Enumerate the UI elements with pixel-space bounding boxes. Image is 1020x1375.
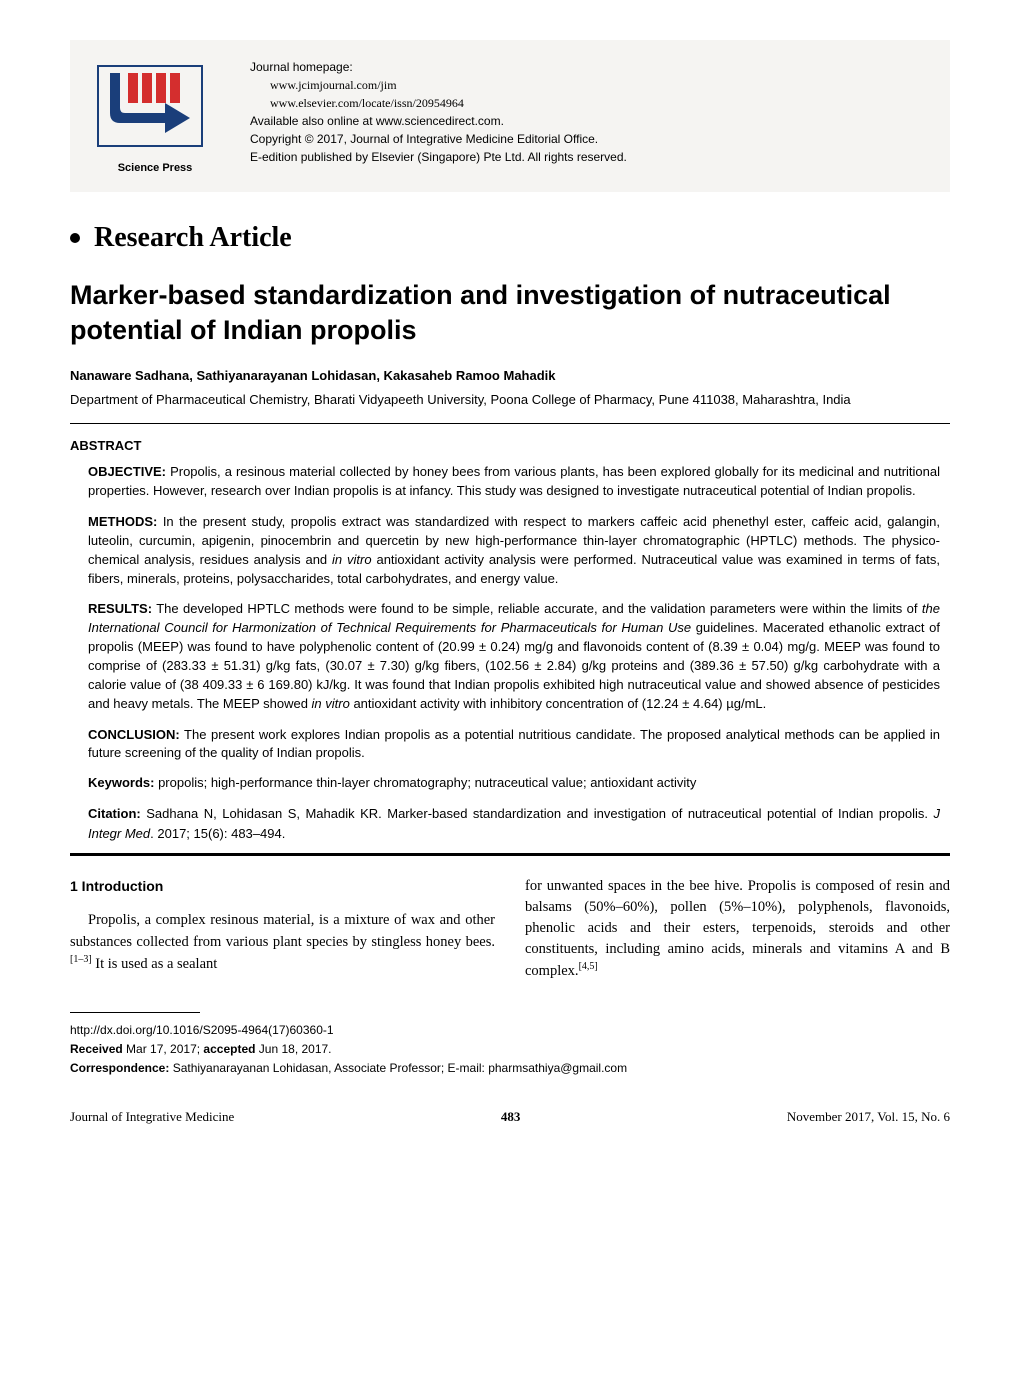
logo-text: Science Press bbox=[90, 162, 220, 174]
methods-italic: in vitro bbox=[332, 552, 372, 567]
intro-heading: 1 Introduction bbox=[70, 876, 495, 896]
edition-text: E-edition published by Elsevier (Singapo… bbox=[250, 148, 930, 166]
intro-para-2: for unwanted spaces in the bee hive. Pro… bbox=[525, 876, 950, 982]
issue-info: November 2017, Vol. 15, No. 6 bbox=[787, 1109, 950, 1125]
science-press-logo bbox=[90, 58, 210, 153]
logo-container: Science Press bbox=[90, 58, 220, 174]
objective-label: OBJECTIVE: bbox=[88, 464, 166, 479]
accepted-text: Jun 18, 2017. bbox=[255, 1042, 331, 1056]
page-footer: Journal of Integrative Medicine 483 Nove… bbox=[70, 1109, 950, 1125]
conclusion-label: CONCLUSION: bbox=[88, 727, 180, 742]
divider-bottom bbox=[70, 853, 950, 856]
citation-text-2: . 2017; 15(6): 483–494. bbox=[150, 826, 285, 841]
accepted-label: accepted bbox=[203, 1042, 255, 1056]
keywords-text: propolis; high-performance thin-layer ch… bbox=[154, 775, 696, 790]
intro-text-2: It is used as a sealant bbox=[92, 955, 218, 971]
citation: Citation: Sadhana N, Lohidasan S, Mahadi… bbox=[88, 804, 940, 843]
received-label: Received bbox=[70, 1042, 123, 1056]
intro-col-right: for unwanted spaces in the bee hive. Pro… bbox=[525, 876, 950, 982]
abstract-conclusion: CONCLUSION: The present work explores In… bbox=[88, 726, 940, 764]
authors: Nanaware Sadhana, Sathiyanarayanan Lohid… bbox=[70, 368, 950, 383]
bullet-icon bbox=[70, 233, 80, 243]
citation-label: Citation: bbox=[88, 806, 141, 821]
intro-sup-1: [1–3] bbox=[70, 954, 92, 965]
url-1: www.jcimjournal.com/jim bbox=[250, 76, 930, 94]
abstract-methods: METHODS: In the present study, propolis … bbox=[88, 513, 940, 588]
article-type: Research Article bbox=[70, 222, 950, 254]
divider-top bbox=[70, 423, 950, 424]
copyright-text: Copyright © 2017, Journal of Integrative… bbox=[250, 130, 930, 148]
correspondence: Correspondence: Sathiyanarayanan Lohidas… bbox=[70, 1059, 950, 1078]
homepage-label: Journal homepage: bbox=[250, 58, 930, 76]
intro-text-1: Propolis, a complex resinous material, i… bbox=[70, 912, 495, 949]
correspondence-text: Sathiyanarayanan Lohidasan, Associate Pr… bbox=[169, 1061, 627, 1075]
correspondence-label: Correspondence: bbox=[70, 1061, 169, 1075]
intro-sup-2: [4,5] bbox=[579, 961, 598, 972]
keywords: Keywords: propolis; high-performance thi… bbox=[88, 775, 940, 790]
intro-col-left: 1 Introduction Propolis, a complex resin… bbox=[70, 876, 495, 982]
page-number: 483 bbox=[501, 1109, 521, 1125]
citation-text-1: Sadhana N, Lohidasan S, Mahadik KR. Mark… bbox=[141, 806, 934, 821]
article-title: Marker-based standardization and investi… bbox=[70, 278, 950, 348]
journal-name-footer: Journal of Integrative Medicine bbox=[70, 1109, 234, 1125]
url-2: www.elsevier.com/locate/issn/20954964 bbox=[250, 94, 930, 112]
doi: http://dx.doi.org/10.1016/S2095-4964(17)… bbox=[70, 1021, 950, 1040]
results-label: RESULTS: bbox=[88, 601, 152, 616]
affiliation: Department of Pharmaceutical Chemistry, … bbox=[70, 391, 950, 409]
methods-label: METHODS: bbox=[88, 514, 157, 529]
introduction-columns: 1 Introduction Propolis, a complex resin… bbox=[70, 876, 950, 982]
objective-text: Propolis, a resinous material collected … bbox=[88, 464, 940, 498]
article-type-text: Research Article bbox=[94, 222, 292, 254]
abstract-body: OBJECTIVE: Propolis, a resinous material… bbox=[70, 463, 950, 843]
journal-info: Journal homepage: www.jcimjournal.com/ji… bbox=[250, 58, 930, 166]
keywords-label: Keywords: bbox=[88, 775, 154, 790]
results-text-1: The developed HPTLC methods were found t… bbox=[152, 601, 922, 616]
journal-header: Science Press Journal homepage: www.jcim… bbox=[70, 40, 950, 192]
intro-para-1: Propolis, a complex resinous material, i… bbox=[70, 910, 495, 974]
available-text: Available also online at www.sciencedire… bbox=[250, 112, 930, 130]
results-italic-2: in vitro bbox=[312, 696, 350, 711]
abstract-results: RESULTS: The developed HPTLC methods wer… bbox=[88, 600, 940, 713]
footer-divider bbox=[70, 1012, 200, 1013]
abstract-objective: OBJECTIVE: Propolis, a resinous material… bbox=[88, 463, 940, 501]
article-footer: http://dx.doi.org/10.1016/S2095-4964(17)… bbox=[70, 1021, 950, 1079]
conclusion-text: The present work explores Indian propoli… bbox=[88, 727, 940, 761]
received-text: Mar 17, 2017; bbox=[123, 1042, 204, 1056]
results-text-3: antioxidant activity with inhibitory con… bbox=[350, 696, 766, 711]
dates: Received Mar 17, 2017; accepted Jun 18, … bbox=[70, 1040, 950, 1059]
abstract-heading: ABSTRACT bbox=[70, 438, 950, 453]
